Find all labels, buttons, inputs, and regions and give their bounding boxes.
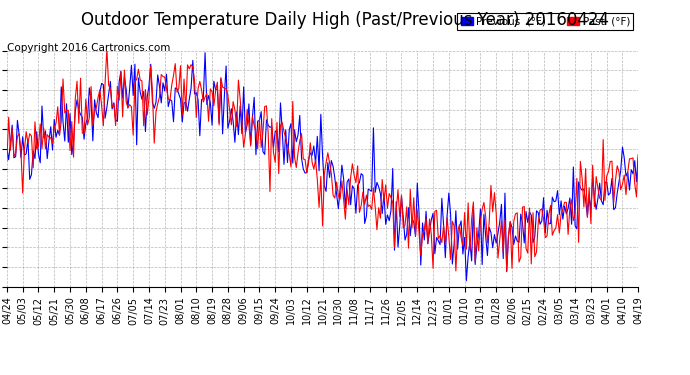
Text: Copyright 2016 Cartronics.com: Copyright 2016 Cartronics.com	[7, 43, 170, 53]
Legend: Previous  (°F), Past  (°F): Previous (°F), Past (°F)	[457, 13, 633, 30]
Text: Outdoor Temperature Daily High (Past/Previous Year) 20160424: Outdoor Temperature Daily High (Past/Pre…	[81, 11, 609, 29]
